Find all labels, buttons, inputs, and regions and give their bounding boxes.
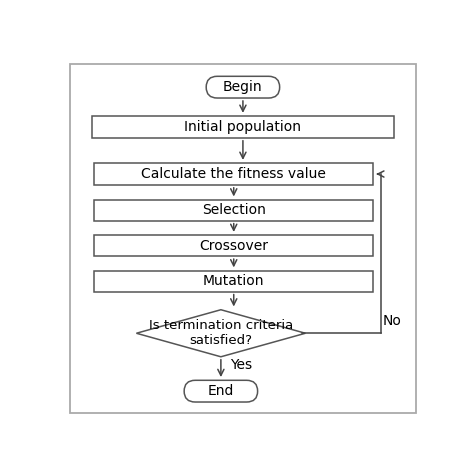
Text: Yes: Yes xyxy=(230,358,252,372)
FancyBboxPatch shape xyxy=(94,163,374,185)
FancyBboxPatch shape xyxy=(94,235,374,256)
Text: Selection: Selection xyxy=(202,203,266,217)
Text: Crossover: Crossover xyxy=(199,239,268,253)
Text: Initial population: Initial population xyxy=(184,120,301,134)
Text: Begin: Begin xyxy=(223,80,263,94)
Text: End: End xyxy=(208,384,234,398)
Text: Mutation: Mutation xyxy=(203,274,264,288)
Polygon shape xyxy=(137,310,305,357)
Text: Calculate the fitness value: Calculate the fitness value xyxy=(141,167,326,181)
FancyBboxPatch shape xyxy=(94,200,374,221)
FancyBboxPatch shape xyxy=(92,116,393,138)
FancyBboxPatch shape xyxy=(184,380,258,402)
Text: No: No xyxy=(383,313,401,328)
FancyBboxPatch shape xyxy=(94,271,374,291)
Text: Is termination criteria
satisfied?: Is termination criteria satisfied? xyxy=(149,319,293,347)
FancyBboxPatch shape xyxy=(206,76,280,98)
